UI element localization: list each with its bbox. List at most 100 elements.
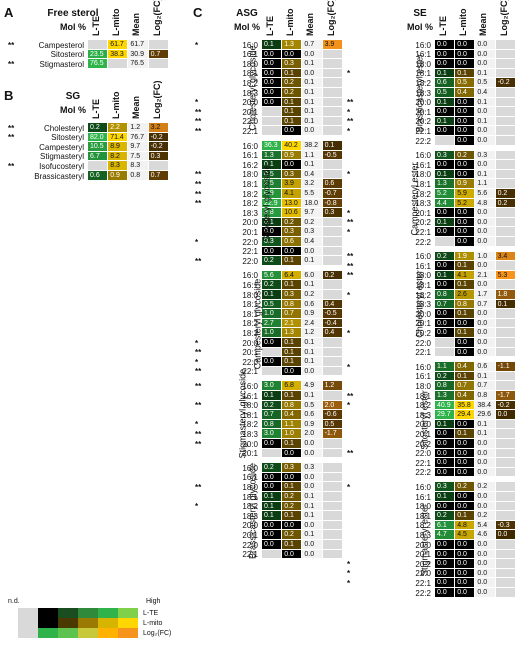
heat-cell: 0.1 [282, 338, 303, 348]
heat-cell [262, 366, 283, 377]
heat-cell: 0.0 [435, 49, 456, 60]
row-label: 16:0 [415, 362, 431, 372]
heat-cell: 0.0 [262, 78, 283, 88]
heat-cell: 3.4 [495, 251, 516, 262]
heat-cell: 0.6 [435, 78, 456, 88]
heat-cell [495, 49, 516, 60]
heat-cell: 0.0 [455, 501, 476, 512]
heat-cell: 0.0 [455, 448, 476, 459]
heat-cell: 6.9 [262, 189, 283, 199]
heat-cell: 0.4 [282, 410, 303, 420]
heat-cell: 0.0 [475, 338, 496, 348]
column-header: L-mito [458, 8, 469, 37]
heat-cell: 0.8 [128, 171, 149, 181]
heat-cell: 0.3 [262, 237, 283, 247]
heat-cell: 0.0 [282, 366, 303, 377]
heat-cell: 0.1 [435, 169, 456, 180]
legend-row-label: L-TE [143, 610, 159, 617]
heat-cell: 0.0 [455, 347, 476, 358]
heat-cell: 0.3 [435, 482, 456, 492]
heat-cell: 0.0 [262, 227, 283, 237]
heat-cell: 9.7 [128, 142, 149, 152]
heat-cell [495, 429, 516, 439]
heat-cell: 2.0 [322, 400, 343, 411]
heat-cell: 0.0 [475, 59, 496, 69]
row-label: 18:0 [415, 502, 431, 512]
heat-cell: 0.0 [262, 357, 283, 367]
heat-cell: 8.8 [262, 208, 283, 218]
heat-cell: 18.0 [302, 198, 323, 209]
heat-cell: 0.1 [455, 309, 476, 319]
heat-cell: 0.4 [302, 169, 323, 180]
heat-cell: 0.0 [435, 549, 456, 560]
heat-cell: 0.0 [455, 49, 476, 60]
heat-cell: 1.0 [262, 309, 283, 319]
heat-cell: 5.5 [302, 189, 323, 199]
heat-cell: 0.0 [475, 540, 496, 550]
heat-cell: 2.7 [262, 318, 283, 329]
heat-cell: 0.1 [262, 160, 283, 170]
heat-cell: 0.0 [475, 136, 496, 146]
significance-star: ** [347, 218, 354, 228]
heat-cell [322, 439, 343, 449]
significance-star: * [347, 362, 351, 372]
significance-star: * [195, 502, 199, 512]
heat-cell: 0.1 [302, 88, 323, 98]
row-label: 20:0 [242, 218, 258, 228]
column-header: L-TE [265, 16, 275, 36]
row-label: 18:3 [415, 199, 431, 209]
heat-cell: 0.0 [435, 40, 456, 50]
column-header: L-mito [111, 91, 122, 120]
heat-cell: 0.1 [435, 492, 456, 502]
heat-cell: 0.0 [455, 578, 476, 588]
heat-cell [322, 246, 343, 257]
row-label: 18:3 [242, 328, 258, 338]
significance-star: * [347, 126, 351, 136]
row-label: 16:1 [242, 473, 258, 483]
row-label: 22:1 [415, 126, 431, 136]
heat-cell: 0.0 [435, 458, 456, 468]
panel-letter: B [4, 88, 14, 103]
heat-cell: 0.0 [435, 59, 456, 69]
heat-cell: 0.6 [282, 237, 303, 247]
heat-cell [495, 482, 516, 492]
heat-cell: 0.0 [302, 68, 323, 79]
heat-cell: 0.8 [435, 381, 456, 391]
row-label: 18:2 [242, 420, 258, 430]
heat-cell [322, 520, 343, 531]
heat-cell: 1.9 [455, 251, 476, 262]
heat-cell: 0.1 [322, 141, 343, 151]
heat-cell: 0.0 [475, 347, 496, 358]
heat-cell [322, 88, 343, 98]
heat-cell: 0.0 [475, 107, 496, 117]
heat-cell: 0.1 [475, 371, 496, 382]
heat-cell: 0.1 [475, 116, 496, 127]
row-label: 18:2 [415, 78, 431, 88]
row-label: 18:3 [242, 208, 258, 218]
heat-cell: 0.3 [282, 290, 303, 300]
legend-swatch [38, 618, 58, 628]
heat-cell: 0.7 [435, 299, 456, 310]
significance-star: * [347, 578, 351, 588]
heat-cell: 0.0 [455, 559, 476, 569]
heat-cell: 0.0 [475, 328, 496, 338]
heat-cell [495, 501, 516, 512]
heat-cell: 76.5 [128, 59, 149, 69]
row-label: Stigmasterol [39, 59, 84, 69]
row-label: 18:3 [415, 410, 431, 420]
heat-cell [495, 458, 516, 468]
heat-cell [495, 179, 516, 189]
heat-cell: 1.0 [282, 429, 303, 439]
heat-cell [495, 169, 516, 180]
heat-cell [322, 366, 343, 377]
row-label: 18:0 [415, 381, 431, 391]
heat-cell: 0.0 [282, 49, 303, 60]
heat-cell: 2.5 [262, 179, 283, 189]
heat-cell: 0.0 [262, 439, 283, 449]
row-label: 20:0 [242, 338, 258, 348]
column-header: L-TE [91, 16, 101, 36]
heat-cell: 29.4 [455, 410, 476, 420]
heat-cell: 0.1 [282, 511, 303, 521]
heat-cell [495, 371, 516, 382]
